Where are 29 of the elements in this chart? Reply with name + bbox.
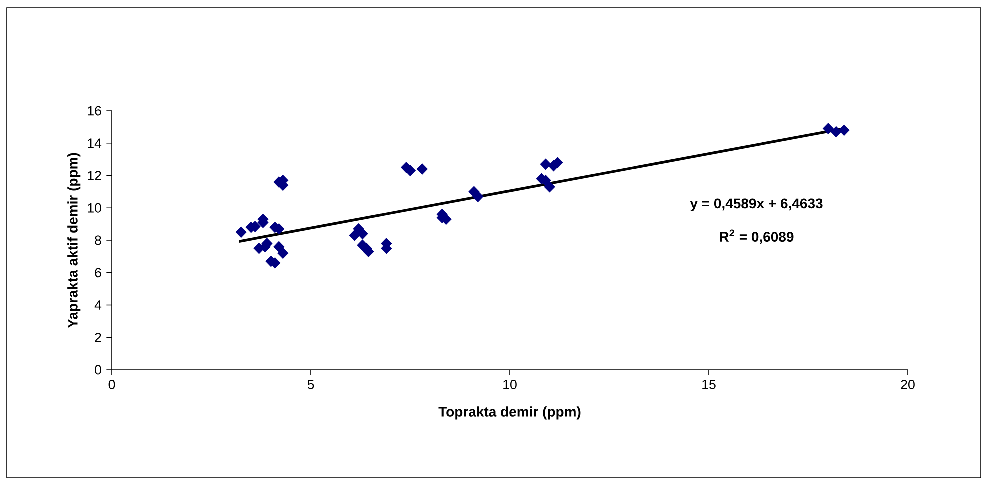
- point: [236, 226, 247, 238]
- point: [349, 230, 360, 242]
- point: [838, 124, 850, 136]
- x-tick-label: 10: [504, 380, 517, 390]
- y-axis-title: Yaprakta aktif demir (ppm): [68, 153, 81, 328]
- point: [830, 126, 842, 138]
- y-tick-label: 14: [88, 138, 102, 148]
- point: [544, 181, 556, 193]
- y-tick-label: 4: [94, 300, 102, 310]
- annotation: R$^{2}$ = 0,6089: [720, 230, 794, 244]
- y-tick-label: 10: [88, 203, 102, 213]
- annotation: y = 0,4589x + 6,4633: [690, 198, 823, 212]
- point: [274, 241, 285, 253]
- y-tick-label: 16: [88, 106, 102, 116]
- x-axis-title: Toprakta demir (ppm): [438, 406, 581, 420]
- x-tick-label: 15: [702, 380, 716, 390]
- x-tick-label: 0: [108, 380, 116, 390]
- point: [278, 248, 289, 260]
- point: [472, 191, 484, 202]
- y-tick-label: 2: [95, 332, 102, 342]
- point: [416, 164, 428, 175]
- point: [822, 123, 834, 134]
- y-tick-label: 8: [95, 236, 102, 246]
- y-tick-label: 0: [95, 365, 102, 375]
- x-tick-label: 5: [308, 380, 314, 390]
- y-tick-label: 6: [95, 268, 102, 278]
- point: [540, 158, 552, 170]
- x-tick-label: 20: [901, 380, 915, 390]
- y-tick-label: 12: [88, 171, 102, 180]
